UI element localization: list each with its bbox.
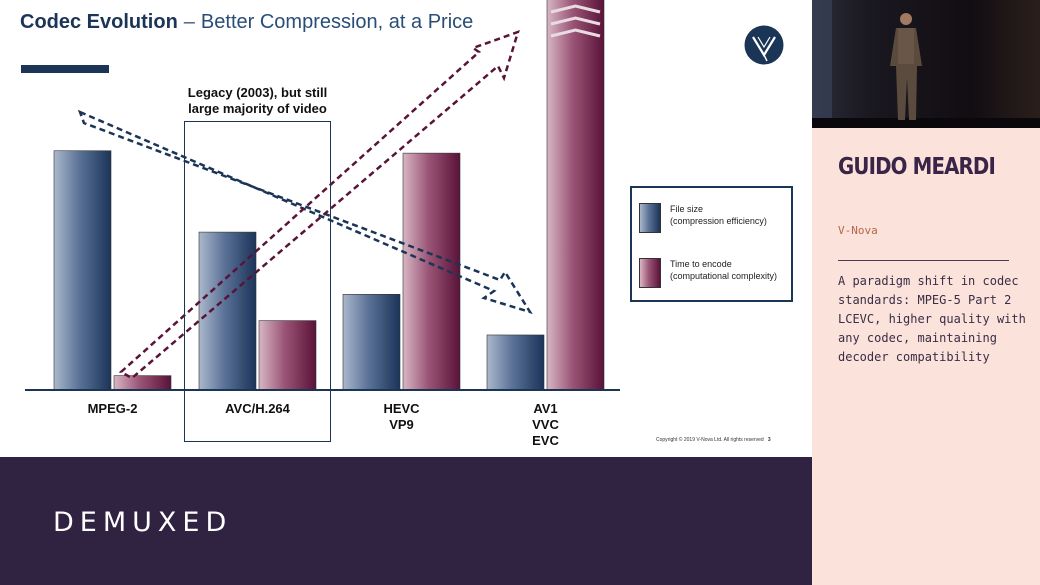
speaker-divider xyxy=(838,260,1009,261)
bar-file-size-3 xyxy=(486,334,545,391)
speaker-name: GUIDO MEARDI xyxy=(838,154,996,180)
speaker-figure xyxy=(890,13,922,120)
speaker-video-frame xyxy=(812,0,1040,128)
slide-page-number: 3 xyxy=(767,437,771,443)
demuxed-logo: DEMUXED xyxy=(53,507,233,538)
slide-title: Codec Evolution – Better Compression, at a… xyxy=(20,11,473,34)
v-nova-logo-icon xyxy=(744,25,784,65)
legend-swatch-encode-time xyxy=(639,258,661,288)
bar-overflow-chevron-2 xyxy=(550,28,601,38)
slide-copyright: Copyright © 2019 V-Nova Ltd. All rights … xyxy=(656,437,771,443)
bar-overflow-chevron-0 xyxy=(550,4,601,14)
chart-legend: File size (compression efficiency) Time … xyxy=(630,186,793,302)
legend-swatch-file-size xyxy=(639,203,661,233)
category-label-3: AV1 VVC EVC xyxy=(532,401,559,448)
presentation-slide: MPEG-2 AVC/H.264 HEVC VP9 AV1 VVC EVC Codec Ev… xyxy=(20,0,793,448)
bar-file-size-2 xyxy=(342,293,401,391)
legacy-highlight-box xyxy=(184,121,331,442)
codec-bar-chart: MPEG-2 AVC/H.264 HEVC VP9 AV1 VVC EVC xyxy=(25,0,620,448)
category-label-0: MPEG-2 xyxy=(88,401,138,416)
category-label-2: HEVC VP9 xyxy=(383,401,420,432)
slide-title-separator: – xyxy=(183,11,195,33)
legend-label-encode-time: Time to encode (computational complexity… xyxy=(670,259,778,281)
speaker-panel: GUIDO MEARDI V-Nova A paradigm shift in … xyxy=(812,0,1040,585)
slide-title-subtitle: Better Compression, at a Price xyxy=(200,11,474,33)
bar-overflow-chevron-1 xyxy=(550,16,601,26)
category-label-1: AVC/H.264 xyxy=(225,401,291,416)
bar-file-size-1 xyxy=(198,231,257,391)
copyright-text: Copyright © 2019 V-Nova Ltd. All rights … xyxy=(656,437,764,443)
speaker-video xyxy=(812,0,1040,128)
file-size-decrease-arrow xyxy=(77,109,533,315)
brand-bar: DEMUXED xyxy=(0,457,812,585)
bar-encode-time-0 xyxy=(113,375,172,391)
bar-file-size-0 xyxy=(53,150,112,391)
bar-encode-time-1 xyxy=(258,320,317,391)
speaker-company: V-Nova xyxy=(838,224,878,237)
title-underline xyxy=(21,65,109,73)
legend-label-file-size: File size (compression efficiency) xyxy=(670,204,767,226)
bar-encode-time-3 xyxy=(546,0,605,391)
legacy-annotation: Legacy (2003), but still large majority … xyxy=(187,85,328,116)
talk-description: A paradigm shift in codec standards: MPE… xyxy=(838,274,1026,364)
slide-title-main: Codec Evolution xyxy=(20,11,178,33)
encode-time-increase-arrow xyxy=(118,29,520,380)
